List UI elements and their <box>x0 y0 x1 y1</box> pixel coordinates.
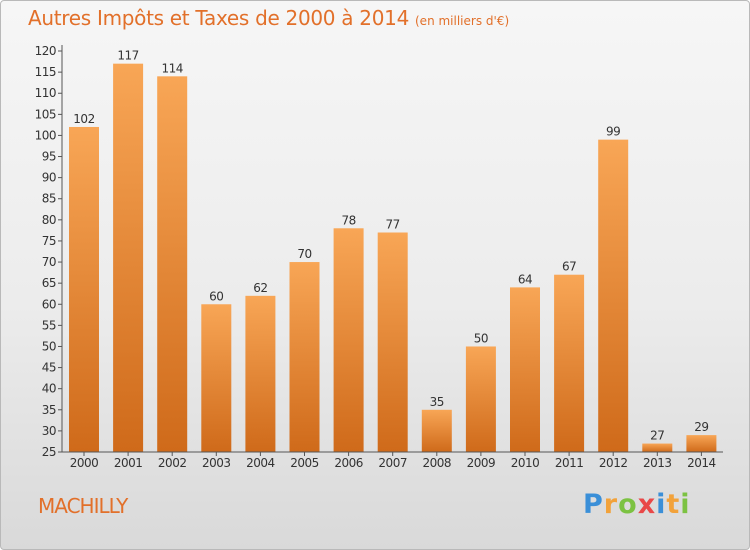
bar-2014 <box>686 435 717 452</box>
logo-letter: o <box>618 489 638 520</box>
bar-2013 <box>642 443 673 452</box>
bar-2007 <box>377 232 408 452</box>
bar-2009 <box>465 346 496 452</box>
logo-letter: r <box>603 489 619 520</box>
x-tick-label: 2009 <box>467 456 496 470</box>
data-label-2000: 102 <box>73 112 94 126</box>
bar-2006 <box>333 228 364 452</box>
y-tick-label: 35 <box>42 403 56 417</box>
data-label-2004: 62 <box>253 281 267 295</box>
y-tick-label: 25 <box>42 445 56 459</box>
chart-header: Autres Impôts et Taxes de 2000 à 2014 (en… <box>28 6 509 30</box>
y-tick-label: 80 <box>42 213 56 227</box>
data-label-2014: 29 <box>694 420 708 434</box>
data-label-2003: 60 <box>209 289 223 303</box>
data-label-2011: 67 <box>562 260 576 274</box>
y-tick-label: 40 <box>42 382 56 396</box>
x-tick-label: 2006 <box>334 456 363 470</box>
logo-letter: t <box>666 489 681 520</box>
x-tick-label: 2004 <box>246 456 275 470</box>
x-tick-label: 2003 <box>202 456 231 470</box>
data-label-2005: 70 <box>297 247 311 261</box>
x-tick-label: 2010 <box>511 456 540 470</box>
bar-2008 <box>421 409 452 452</box>
data-label-2009: 50 <box>474 331 488 345</box>
x-axis: 2000 2001 2002 2003 2004 2005 2006 2007 2008 2009… <box>62 451 723 470</box>
bar-2003 <box>201 304 232 452</box>
data-label-2010: 64 <box>518 272 532 286</box>
bar-2012 <box>598 139 629 453</box>
y-tick-label: 65 <box>42 276 56 290</box>
y-tick-label: 55 <box>42 318 56 332</box>
bar-2004 <box>245 295 276 452</box>
data-label-2008: 35 <box>430 395 444 409</box>
y-tick-label: 60 <box>42 297 56 311</box>
data-label-2013: 27 <box>650 429 664 443</box>
bar-2000 <box>69 126 99 453</box>
bar-2001 <box>113 63 144 453</box>
y-tick-label: 105 <box>35 107 56 121</box>
y-tick-label: 95 <box>42 150 56 164</box>
y-tick-label: 115 <box>35 65 56 79</box>
logo-letter: x <box>637 489 657 520</box>
bar-2011 <box>554 274 585 452</box>
x-tick-label: 2000 <box>70 456 99 470</box>
y-tick-label: 85 <box>42 192 56 206</box>
y-tick-label: 100 <box>35 128 56 142</box>
x-tick-label: 2007 <box>378 456 407 470</box>
x-tick-label: 2002 <box>158 456 187 470</box>
y-axis: 25 30 35 40 45 50 55 60 65 70 75 80 85 90 95 100 105 110 1… <box>35 44 63 459</box>
chart-title: Autres Impôts et Taxes de 2000 à 2014 <box>28 6 409 30</box>
x-tick-label: 2005 <box>290 456 319 470</box>
proxiti-logo[interactable]: Proxiti <box>583 489 691 520</box>
y-tick-label: 70 <box>42 255 56 269</box>
x-tick-label: 2011 <box>555 456 584 470</box>
data-label-2006: 78 <box>341 213 355 227</box>
data-label-2001: 117 <box>117 49 138 63</box>
logo-letter: i <box>656 489 667 520</box>
x-tick-label: 2001 <box>114 456 143 470</box>
x-tick-label: 2008 <box>423 456 452 470</box>
data-label-2002: 114 <box>161 61 182 75</box>
y-tick-label: 50 <box>42 339 56 353</box>
bar-2005 <box>289 262 320 452</box>
x-tick-label: 2013 <box>643 456 672 470</box>
logo-letter: i <box>680 489 691 520</box>
data-label-2012: 99 <box>606 125 620 139</box>
y-tick-label: 110 <box>35 86 56 100</box>
bar-2002 <box>157 76 188 452</box>
bar-2010 <box>510 287 540 452</box>
data-label-2007: 77 <box>386 218 400 232</box>
chart-unit-label: (en milliers d'€) <box>415 14 510 28</box>
logo-letter: P <box>583 489 604 520</box>
y-tick-label: 30 <box>42 424 56 438</box>
x-tick-label: 2012 <box>599 456 628 470</box>
x-tick-label: 2014 <box>687 456 716 470</box>
y-tick-label: 45 <box>42 361 56 375</box>
bars: 102 117 114 60 62 70 78 77 35 50 64 67 99 27 29 <box>69 49 717 453</box>
y-tick-label: 75 <box>42 234 56 248</box>
commune-name: MACHILLY <box>38 494 128 518</box>
y-tick-label: 120 <box>35 44 56 58</box>
y-tick-label: 90 <box>42 171 56 185</box>
